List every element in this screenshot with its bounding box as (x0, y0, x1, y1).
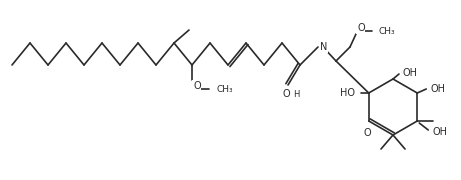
Text: O: O (282, 89, 290, 99)
Text: OH: OH (430, 84, 445, 94)
Text: O: O (357, 23, 365, 33)
Text: O: O (363, 128, 371, 138)
Text: N: N (320, 42, 327, 52)
Text: HO: HO (340, 88, 355, 98)
Text: CH₃: CH₃ (378, 26, 395, 35)
Text: CH₃: CH₃ (216, 84, 233, 93)
Text: O: O (193, 81, 201, 91)
Text: H: H (293, 89, 299, 98)
Text: OH: OH (402, 68, 417, 78)
Text: OH: OH (432, 127, 447, 137)
